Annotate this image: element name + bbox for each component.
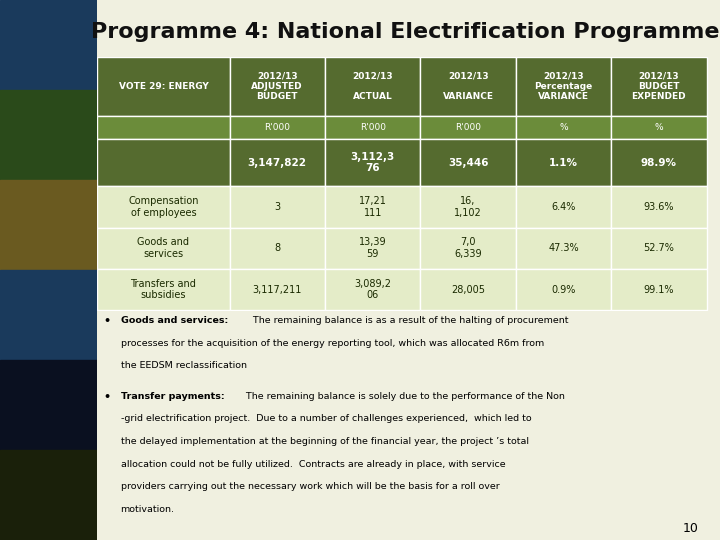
Bar: [230, 227, 325, 269]
Bar: [0, 0, 97, 90]
Text: allocation could not be fully utilized.  Contracts are already in place, with se: allocation could not be fully utilized. …: [120, 460, 505, 469]
Text: R'000: R'000: [455, 123, 481, 132]
Text: the EEDSM reclassification: the EEDSM reclassification: [120, 361, 246, 370]
Text: R'000: R'000: [264, 123, 290, 132]
Text: 93.6%: 93.6%: [644, 202, 674, 212]
Bar: [516, 116, 611, 139]
Bar: [420, 57, 516, 116]
Bar: [97, 116, 230, 139]
Bar: [611, 186, 706, 227]
Bar: [97, 186, 230, 227]
Bar: [611, 139, 706, 186]
Bar: [516, 139, 611, 186]
Bar: [325, 269, 420, 310]
Text: -grid electrification project.  Due to a number of challenges experienced,  whic: -grid electrification project. Due to a …: [120, 414, 531, 423]
Text: 7,0
6,339: 7,0 6,339: [454, 238, 482, 259]
Text: 47.3%: 47.3%: [548, 243, 579, 253]
Bar: [325, 139, 420, 186]
Text: providers carrying out the necessary work which will be the basis for a roll ove: providers carrying out the necessary wor…: [120, 482, 500, 491]
Bar: [420, 139, 516, 186]
Text: 99.1%: 99.1%: [644, 285, 674, 294]
Text: 2012/13
ADJUSTED
BUDGET: 2012/13 ADJUSTED BUDGET: [251, 72, 303, 102]
Bar: [611, 116, 706, 139]
Bar: [611, 57, 706, 116]
Text: 8: 8: [274, 243, 280, 253]
Bar: [0, 360, 97, 450]
Text: 2012/13

ACTUAL: 2012/13 ACTUAL: [352, 72, 393, 102]
Text: 1.1%: 1.1%: [549, 158, 578, 167]
Bar: [97, 269, 230, 310]
Text: 6.4%: 6.4%: [552, 202, 576, 212]
Bar: [230, 186, 325, 227]
Text: 35,446: 35,446: [448, 158, 488, 167]
Text: processes for the acquisition of the energy reporting tool, which was allocated : processes for the acquisition of the ene…: [120, 339, 544, 348]
Text: Transfers and
subsidies: Transfers and subsidies: [130, 279, 197, 300]
Text: 10: 10: [683, 522, 698, 535]
Text: The remaining balance is as a result of the halting of procurement: The remaining balance is as a result of …: [247, 316, 568, 325]
Text: %: %: [559, 123, 568, 132]
Bar: [325, 57, 420, 116]
Text: Goods and
services: Goods and services: [138, 238, 189, 259]
Text: 3: 3: [274, 202, 280, 212]
Bar: [516, 57, 611, 116]
Text: The remaining balance is solely due to the performance of the Non: The remaining balance is solely due to t…: [240, 392, 565, 401]
Bar: [325, 186, 420, 227]
Text: 2012/13

VARIANCE: 2012/13 VARIANCE: [443, 72, 494, 102]
Text: 3,089,2
06: 3,089,2 06: [354, 279, 391, 300]
Bar: [325, 116, 420, 139]
Text: Programme 4: National Electrification Programme: Programme 4: National Electrification Pr…: [91, 22, 719, 43]
Text: 52.7%: 52.7%: [644, 243, 675, 253]
Text: 3,112,3
76: 3,112,3 76: [351, 152, 395, 173]
Bar: [420, 116, 516, 139]
Bar: [325, 227, 420, 269]
Bar: [230, 139, 325, 186]
Text: the delayed implementation at the beginning of the financial year, the project ’: the delayed implementation at the beginn…: [120, 437, 528, 446]
Bar: [0, 270, 97, 360]
Bar: [516, 269, 611, 310]
Bar: [0, 180, 97, 270]
Bar: [230, 57, 325, 116]
Bar: [0, 450, 97, 540]
Text: 13,39
59: 13,39 59: [359, 238, 387, 259]
Bar: [516, 186, 611, 227]
Text: 16,
1,102: 16, 1,102: [454, 196, 482, 218]
Text: Compensation
of employees: Compensation of employees: [128, 196, 199, 218]
Bar: [0, 90, 97, 180]
Text: 0.9%: 0.9%: [552, 285, 576, 294]
Text: 28,005: 28,005: [451, 285, 485, 294]
Text: R'000: R'000: [360, 123, 386, 132]
Bar: [97, 57, 230, 116]
Bar: [97, 139, 230, 186]
Text: motivation.: motivation.: [120, 505, 174, 514]
Text: VOTE 29: ENERGY: VOTE 29: ENERGY: [119, 82, 208, 91]
Bar: [230, 269, 325, 310]
Bar: [420, 269, 516, 310]
Text: 2012/13
BUDGET
EXPENDED: 2012/13 BUDGET EXPENDED: [631, 72, 686, 102]
Text: 3,147,822: 3,147,822: [248, 158, 307, 167]
Bar: [97, 227, 230, 269]
Text: %: %: [654, 123, 663, 132]
Bar: [611, 227, 706, 269]
Bar: [516, 227, 611, 269]
Bar: [420, 186, 516, 227]
Text: 98.9%: 98.9%: [641, 158, 677, 167]
Text: •: •: [104, 392, 110, 402]
Text: 17,21
111: 17,21 111: [359, 196, 387, 218]
Bar: [230, 116, 325, 139]
Bar: [420, 227, 516, 269]
Bar: [611, 269, 706, 310]
Text: •: •: [104, 316, 110, 326]
Text: 3,117,211: 3,117,211: [253, 285, 302, 294]
Text: Goods and services:: Goods and services:: [120, 316, 228, 325]
Text: 2012/13
Percentage
VARIANCE: 2012/13 Percentage VARIANCE: [534, 72, 593, 102]
Text: Transfer payments:: Transfer payments:: [120, 392, 224, 401]
